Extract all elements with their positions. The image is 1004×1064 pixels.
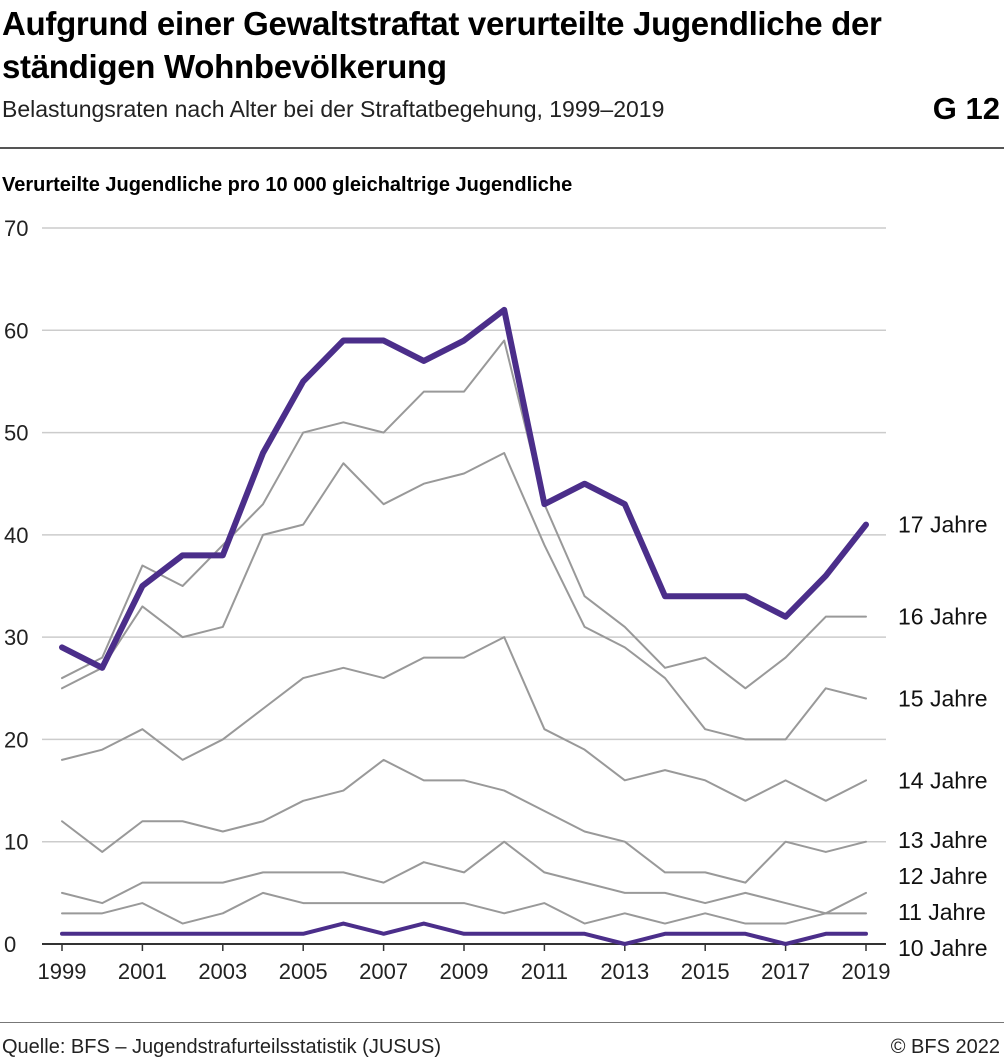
copyright-note: © BFS 2022 [890,1036,1000,1058]
series-line [60,921,868,946]
x-tick-label: 2001 [118,959,167,984]
footer-divider [0,1022,1004,1023]
series-labels: 17 Jahre 16 Jahre 15 Jahre 14 Jahre 13 Jahre… [898,512,988,961]
x-tick-label: 2009 [440,959,489,984]
x-tick-label: 2013 [600,959,649,984]
series-line [61,758,867,884]
y-tick-label: 20 [4,727,28,752]
series-line [59,306,869,671]
x-tick-label: 2015 [681,959,730,984]
series-line [61,452,867,741]
x-tick-label: 2019 [842,959,891,984]
chart-number: G 12 [932,91,1000,126]
y-tick-label: 60 [4,318,28,343]
series-label: 12 Jahre [898,863,988,889]
x-tick-label: 2011 [521,959,568,984]
x-tick-label: 2003 [198,959,247,984]
series-label: 10 Jahre [898,935,988,961]
series-line [61,339,867,690]
y-axis-title: Verurteilte Jugendliche pro 10 000 gleic… [2,174,573,196]
chart-subtitle: Belastungsraten nach Alter bei der Straf… [2,96,665,122]
x-tick-labels: 1999 2001 2003 2005 2007 2009 2011 2013 2015 2017… [38,959,891,984]
x-tick-label: 2007 [359,959,408,984]
series-line [61,840,867,915]
series-lines [59,306,869,946]
grid-lines [42,227,886,951]
series-line [61,636,867,802]
y-tick-labels: 0 10 20 30 40 50 60 70 [4,216,28,957]
series-label: 17 Jahre [898,512,988,538]
y-tick-label: 70 [4,216,28,241]
y-tick-label: 50 [4,421,28,446]
x-tick-label: 2005 [279,959,328,984]
y-tick-label: 40 [4,523,28,548]
chart-title: Aufgrund einer Gewaltstraftat verurteilt… [2,5,882,85]
series-label: 14 Jahre [898,767,988,793]
y-tick-label: 0 [4,932,16,957]
series-label: 16 Jahre [898,604,988,630]
x-tick-label: 1999 [38,959,87,984]
x-tick-label: 2017 [761,959,810,984]
y-tick-label: 30 [4,625,28,650]
series-label: 11 Jahre [898,899,986,925]
header-divider [0,147,1004,149]
y-tick-label: 10 [4,830,28,855]
series-line [61,891,867,925]
source-note: Quelle: BFS – Jugendstrafurteilsstatisti… [2,1036,442,1058]
series-label: 13 Jahre [898,827,988,853]
series-label: 15 Jahre [898,686,988,712]
